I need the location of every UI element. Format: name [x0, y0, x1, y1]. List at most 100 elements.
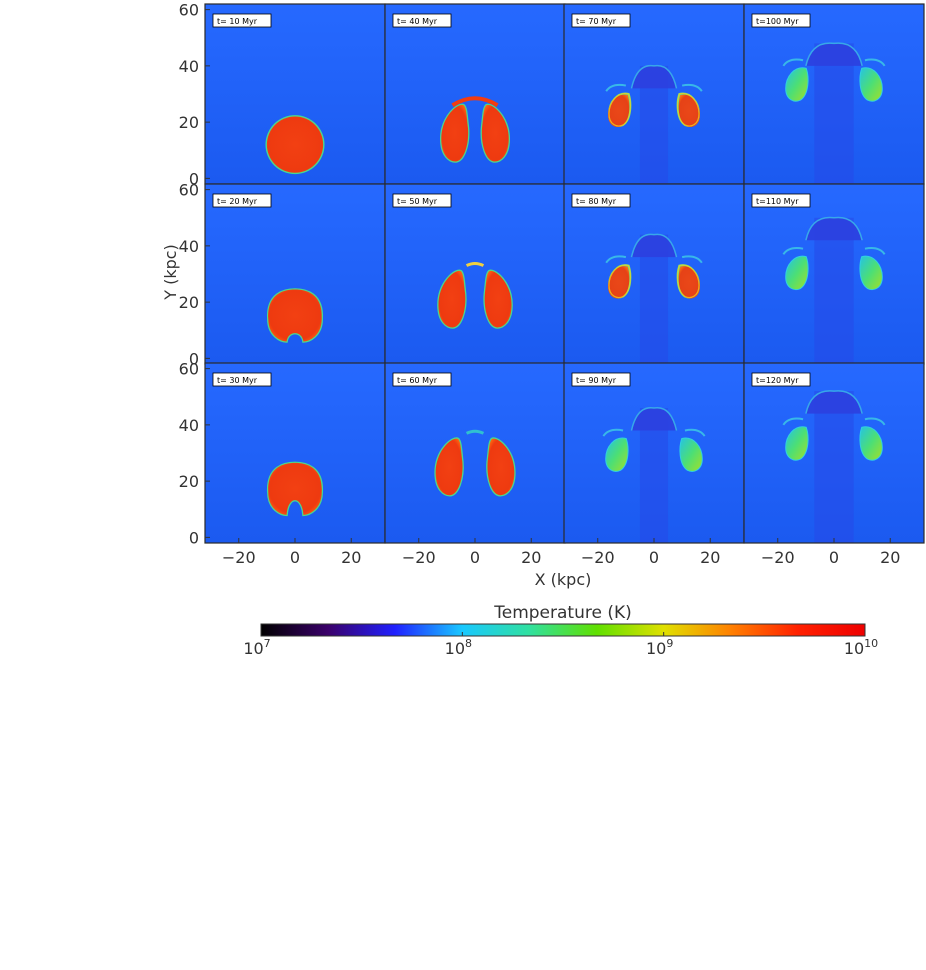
cool-column [814, 391, 854, 543]
y-tick-label: 0 [189, 528, 199, 547]
cool-cap [805, 216, 863, 241]
time-label-box [212, 372, 272, 387]
warm-lobe [786, 427, 808, 460]
lobe-rim [677, 264, 700, 299]
axes: −20 0 20 −20 0 20 −20 0 20 −20 0 200204060020406002… [179, 1, 901, 567]
time-label: t= 60 Myr [397, 376, 438, 385]
time-label: t=100 Myr [756, 17, 799, 26]
time-label-box [212, 193, 272, 208]
cap-shell [465, 429, 485, 435]
time-label: t= 10 Myr [217, 17, 258, 26]
hot-lobe [678, 94, 700, 127]
time-label: t=120 Myr [756, 376, 799, 385]
hot-cap [451, 96, 499, 107]
time-label: t= 90 Myr [576, 376, 617, 385]
x-tick-label: 20 [521, 548, 541, 567]
shell-arc [864, 58, 886, 67]
cool-cap [630, 406, 678, 431]
panel: t=110 Myr [743, 183, 925, 365]
y-axis-label: Y (kpc) [161, 244, 180, 301]
shell-arc [864, 417, 886, 426]
colorbar-gradient [260, 623, 866, 637]
shell-arc [602, 428, 624, 437]
panel: t=100 Myr [743, 3, 925, 185]
panel: t= 90 Myr [563, 362, 745, 544]
cool-column [814, 217, 854, 364]
y-tick-label: 20 [179, 113, 199, 132]
time-label: t=110 Myr [756, 197, 799, 206]
time-label: t= 80 Myr [576, 197, 617, 206]
lobe-rim [677, 92, 700, 127]
shell-arc [681, 83, 703, 92]
x-tick-label: 20 [880, 548, 900, 567]
y-tick-label: 60 [179, 1, 199, 20]
hot-lobe [608, 94, 630, 127]
x-tick-label: 0 [470, 548, 480, 567]
hot-lobe [481, 104, 509, 162]
y-tick-label: 40 [179, 416, 199, 435]
hot-lobe [438, 270, 466, 328]
cool-column [814, 43, 854, 184]
hot-lobe [441, 104, 469, 162]
hot-lobe [435, 438, 463, 496]
shell-arc [681, 255, 703, 264]
x-tick-label: −20 [402, 548, 436, 567]
panel: t=120 Myr [743, 362, 925, 544]
panel-background [385, 363, 565, 543]
hot-lobe [487, 438, 515, 496]
time-label-box [212, 13, 272, 28]
colorbar-ticks: 107 108 109 1010 [243, 632, 878, 658]
time-label-box [751, 13, 811, 28]
time-label-box [751, 372, 811, 387]
cool-cap [805, 42, 863, 67]
panel-grid: t= 10 Myr t= 40 Myr t= 70 Myr t=100 Myr t= 2… [204, 3, 925, 544]
y-tick-label: 40 [179, 57, 199, 76]
colorbar-tick-label: 108 [445, 637, 472, 658]
hot-bubble [268, 289, 322, 342]
shell-arc [605, 83, 627, 92]
warm-lobe [680, 438, 702, 471]
time-label: t= 20 Myr [217, 197, 258, 206]
shell-arc [684, 428, 706, 437]
warm-lobe [606, 438, 628, 471]
panel: t= 70 Myr [563, 3, 745, 185]
y-tick-label: 60 [179, 181, 199, 200]
time-label: t= 50 Myr [397, 197, 438, 206]
panel-background [205, 184, 385, 364]
x-tick-label: 20 [341, 548, 361, 567]
shell-arc [782, 246, 804, 255]
y-tick-label: 0 [189, 349, 199, 368]
hot-bubble [266, 116, 324, 173]
time-label: t= 70 Myr [576, 17, 617, 26]
time-label: t= 30 Myr [217, 376, 258, 385]
x-tick-label: −20 [761, 548, 795, 567]
shell-arc [782, 417, 804, 426]
panel-background [205, 363, 385, 543]
y-tick-label: 60 [179, 360, 199, 379]
colorbar-title: Temperature (K) [493, 603, 632, 623]
y-tick-label: 0 [189, 169, 199, 188]
panel: t= 50 Myr [384, 183, 566, 365]
colorbar-tick-label: 109 [646, 637, 673, 658]
hot-lobe [608, 266, 630, 299]
cool-cap [630, 233, 678, 258]
time-label-box [571, 13, 631, 28]
panel: t= 40 Myr [384, 3, 566, 185]
shell-arc [782, 58, 804, 67]
x-tick-label: −20 [222, 548, 256, 567]
cool-cap [805, 390, 863, 414]
warm-lobe [786, 256, 808, 290]
warm-lobe [860, 68, 882, 101]
lobe-rim [608, 264, 631, 299]
x-tick-label: 0 [649, 548, 659, 567]
hot-lobe [678, 266, 700, 299]
time-label: t= 40 Myr [397, 17, 438, 26]
y-tick-label: 20 [179, 293, 199, 312]
x-tick-label: −20 [581, 548, 615, 567]
colorbar-tick-label: 1010 [844, 637, 878, 658]
cap-shell [465, 261, 485, 267]
cool-cap [630, 64, 678, 89]
time-label-box [392, 372, 452, 387]
panel: t= 80 Myr [563, 183, 745, 365]
